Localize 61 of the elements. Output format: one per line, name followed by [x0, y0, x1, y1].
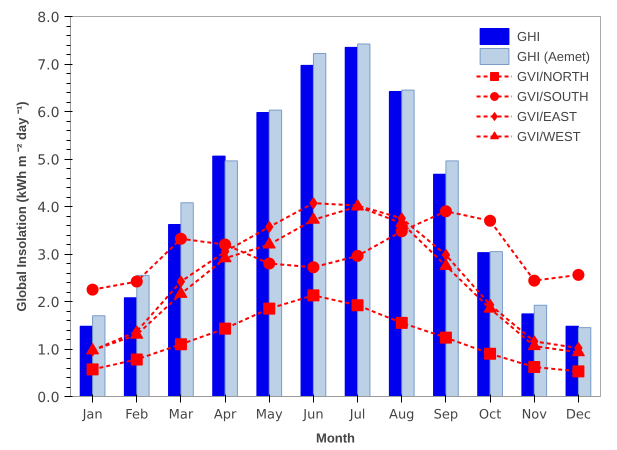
bar	[312, 53, 326, 396]
point	[440, 332, 452, 344]
point	[309, 197, 318, 210]
point	[176, 276, 186, 288]
point	[352, 299, 364, 312]
point	[174, 338, 187, 350]
point	[219, 322, 232, 335]
point	[130, 353, 143, 366]
bar	[268, 110, 282, 396]
x-axis-title: Month	[316, 430, 356, 446]
x-tick-label: Oct	[478, 408, 502, 422]
bar	[445, 160, 459, 396]
x-tick-label: Jul	[348, 408, 366, 422]
point	[528, 361, 540, 374]
y-tick-label: 4.0	[37, 200, 60, 216]
legend-label: GVI/WEST	[517, 128, 581, 144]
point	[307, 289, 320, 302]
point	[484, 214, 496, 227]
y-tick-label: 0.0	[37, 390, 60, 406]
y-tick-label: 6.0	[37, 105, 60, 121]
y-tick-label: 2.0	[37, 295, 60, 311]
bar	[224, 160, 238, 396]
point	[572, 268, 584, 281]
x-tick-label: Feb	[125, 408, 148, 422]
point	[396, 316, 408, 329]
point	[307, 261, 320, 274]
point	[86, 284, 99, 296]
point	[572, 365, 584, 378]
x-tick-label: Jan	[82, 408, 103, 422]
point	[130, 276, 143, 288]
x-tick-label: Jun	[302, 408, 324, 422]
bar	[357, 44, 370, 396]
y-tick-label: 7.0	[37, 58, 60, 74]
x-tick-label: Sep	[434, 408, 458, 422]
point	[442, 248, 450, 261]
legend-label: GVI/SOUTH	[517, 88, 589, 104]
point	[352, 250, 364, 262]
bar	[490, 251, 503, 396]
point	[263, 258, 276, 270]
point	[440, 205, 452, 218]
legend-label: GHI (Aemet)	[517, 48, 590, 64]
x-tick-label: Mar	[168, 408, 194, 422]
point	[484, 348, 496, 360]
point	[263, 302, 276, 315]
y-tick-label: 5.0	[37, 152, 60, 168]
y-axis-title: Global Insolation (kWh m ⁻² day ⁻¹)	[14, 101, 30, 312]
legend-label: GVI/EAST	[517, 108, 577, 124]
legend-label: GVI/NORTH	[517, 68, 590, 84]
legend-label: GHI	[517, 28, 540, 44]
y-tick-label: 8.0	[37, 10, 60, 26]
x-tick-label: Dec	[566, 408, 591, 422]
x-tick-label: Nov	[522, 408, 548, 422]
y-tick-label: 3.0	[37, 248, 60, 264]
x-tick-label: Apr	[214, 408, 237, 422]
x-tick-label: May	[256, 408, 283, 422]
bar	[401, 90, 415, 396]
point	[528, 274, 540, 287]
x-tick-label: Aug	[389, 408, 414, 422]
point	[86, 363, 99, 376]
y-tick-label: 1.0	[37, 342, 60, 358]
point	[174, 232, 187, 245]
